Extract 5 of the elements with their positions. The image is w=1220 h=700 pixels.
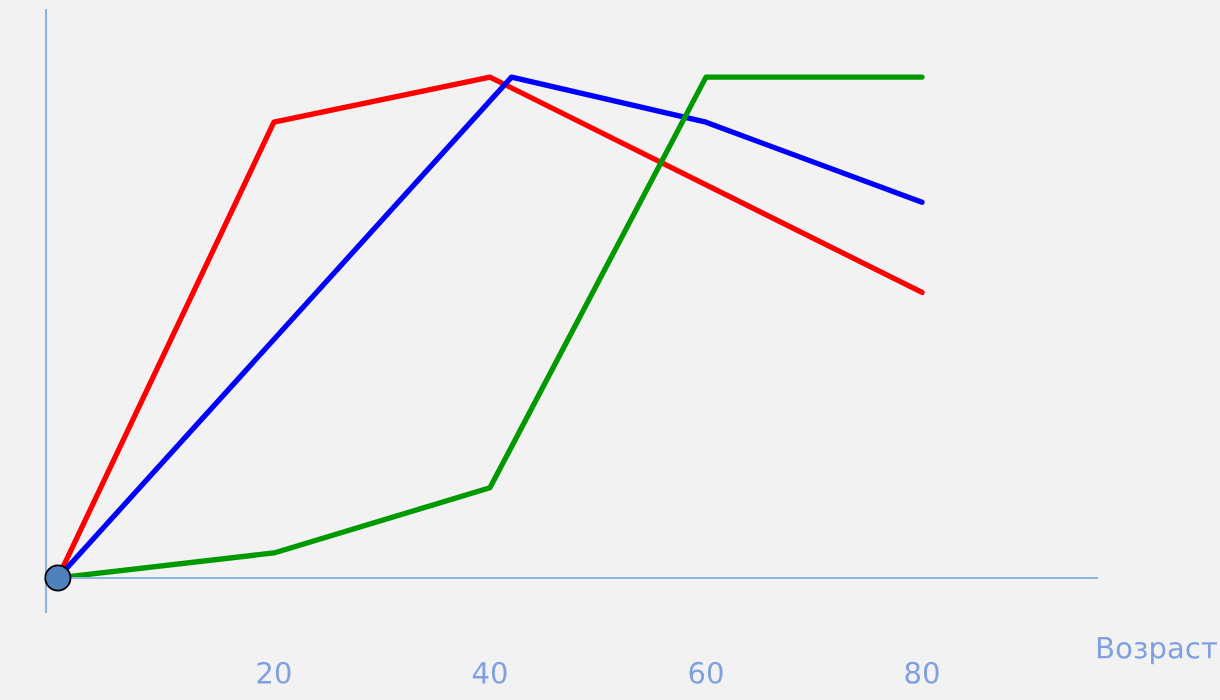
x-tick-label: 80 — [905, 661, 939, 684]
x-tick-label: 60 — [689, 661, 723, 684]
x-axis-title: Возраст — [1097, 636, 1218, 665]
x-tick-label: 20 — [257, 661, 291, 684]
x-tick-label: 40 — [472, 661, 507, 684]
